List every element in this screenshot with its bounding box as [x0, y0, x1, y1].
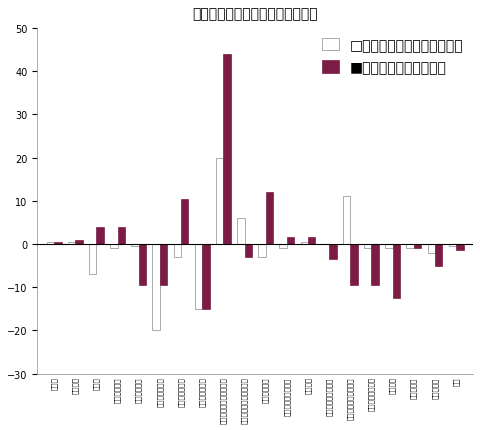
Bar: [96, 227, 104, 244]
Bar: [435, 244, 443, 266]
Bar: [195, 244, 202, 309]
Bar: [181, 199, 189, 244]
Bar: [89, 244, 96, 275]
Bar: [329, 244, 336, 259]
Bar: [237, 218, 244, 244]
Bar: [244, 244, 252, 257]
Bar: [385, 244, 393, 249]
Bar: [153, 244, 160, 331]
Bar: [160, 244, 168, 286]
Bar: [110, 244, 118, 249]
Legend: □前月比（季節調整済指数）, ■前年同月比（原指数）: □前月比（季節調整済指数）, ■前年同月比（原指数）: [316, 33, 469, 80]
Bar: [139, 244, 146, 286]
Bar: [449, 244, 456, 246]
Bar: [414, 244, 421, 249]
Bar: [75, 240, 83, 244]
Bar: [308, 238, 315, 244]
Bar: [216, 158, 223, 244]
Bar: [393, 244, 400, 298]
Bar: [258, 244, 266, 257]
Title: 業種別生産の前月比・前年同月比: 業種別生産の前月比・前年同月比: [192, 7, 318, 21]
Bar: [456, 244, 464, 251]
Bar: [300, 242, 308, 244]
Bar: [54, 242, 61, 244]
Bar: [364, 244, 372, 249]
Bar: [266, 193, 273, 244]
Bar: [47, 242, 54, 244]
Bar: [202, 244, 210, 309]
Bar: [428, 244, 435, 253]
Bar: [343, 197, 350, 244]
Bar: [372, 244, 379, 286]
Bar: [68, 242, 75, 244]
Bar: [223, 55, 231, 244]
Bar: [407, 244, 414, 249]
Bar: [287, 238, 294, 244]
Bar: [279, 244, 287, 249]
Bar: [118, 227, 125, 244]
Bar: [174, 244, 181, 257]
Bar: [350, 244, 358, 286]
Bar: [132, 244, 139, 246]
